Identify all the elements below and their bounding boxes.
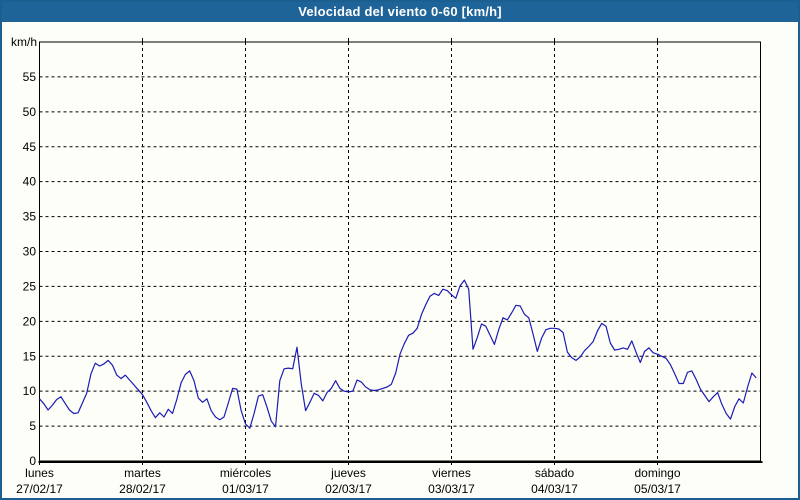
- y-axis-tick-label: 55: [23, 70, 37, 84]
- y-axis-tick-label: 15: [23, 349, 37, 363]
- y-axis-tick-label: 40: [23, 175, 37, 189]
- y-axis-tick-label: 0: [29, 454, 36, 468]
- x-axis-date-label: 28/02/17: [119, 482, 166, 496]
- x-axis-day-label: lunes: [25, 466, 54, 480]
- y-axis-tick-label: 30: [23, 245, 37, 259]
- x-axis-date-label: 04/03/17: [531, 482, 578, 496]
- y-axis-tick-label: 10: [23, 384, 37, 398]
- title-bar: Velocidad del viento 0-60 [km/h]: [2, 2, 798, 22]
- x-axis-day-label: viernes: [432, 466, 471, 480]
- x-axis-date-label: 27/02/17: [16, 482, 63, 496]
- x-axis-day-label: jueves: [330, 466, 366, 480]
- y-axis-tick-label: 20: [23, 314, 37, 328]
- x-axis-date-label: 01/03/17: [222, 482, 269, 496]
- wind-speed-line: [39, 279, 757, 429]
- x-axis-day-label: sábado: [535, 466, 575, 480]
- y-axis-tick-label: 45: [23, 140, 37, 154]
- y-axis-tick-label: 5: [29, 419, 36, 433]
- x-axis-day-label: martes: [124, 466, 161, 480]
- chart-title: Velocidad del viento 0-60 [km/h]: [298, 4, 502, 19]
- x-axis-date-label: 03/03/17: [428, 482, 475, 496]
- x-axis-date-label: 05/03/17: [634, 482, 681, 496]
- y-axis-unit-label: km/h: [11, 35, 37, 49]
- x-axis-date-label: 02/03/17: [325, 482, 372, 496]
- y-axis-tick-label: 25: [23, 279, 37, 293]
- x-axis-day-label: domingo: [634, 466, 680, 480]
- y-axis-tick-label: 35: [23, 210, 37, 224]
- x-axis-day-label: miércoles: [220, 466, 271, 480]
- y-axis-tick-label: 50: [23, 105, 37, 119]
